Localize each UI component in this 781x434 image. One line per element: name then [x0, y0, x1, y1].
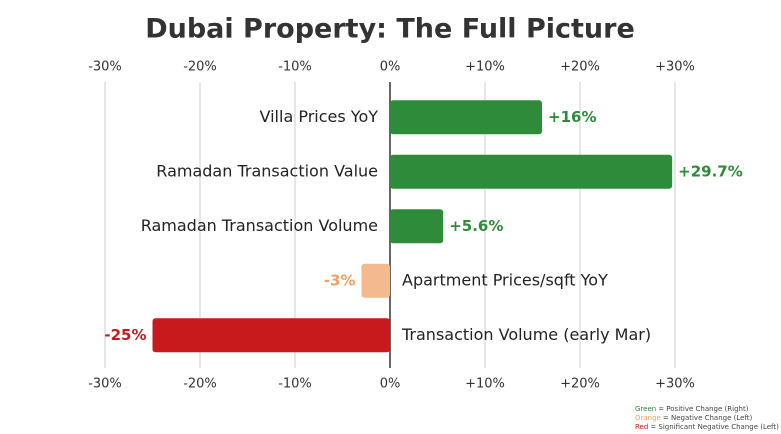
bar [390, 100, 542, 135]
category-label: Ramadan Transaction Value [156, 161, 378, 180]
x-tick-label-top: -30% [88, 60, 122, 75]
x-tick-label-bottom: -10% [278, 377, 312, 392]
legend-entry: Green = Positive Change (Right) [635, 405, 749, 413]
value-label: -3% [324, 271, 356, 289]
x-tick-label-top: +20% [560, 60, 600, 75]
category-label: Transaction Volume (early Mar) [401, 325, 651, 344]
legend-entry: Orange = Negative Change (Left) [635, 414, 753, 422]
x-tick-label-bottom: +30% [655, 377, 695, 392]
category-label: Apartment Prices/sqft YoY [402, 270, 608, 289]
value-label: +16% [548, 108, 596, 126]
x-tick-label-bottom: -30% [88, 377, 122, 392]
bar [361, 263, 390, 298]
x-tick-label-bottom: +10% [465, 377, 505, 392]
legend-entry: Red = Significant Negative Change (Left) [635, 423, 779, 431]
legend-color-name: Green [635, 405, 656, 413]
legend-description: = Negative Change (Left) [663, 414, 753, 422]
x-tick-label-top: +30% [655, 60, 695, 75]
x-tick-label-top: +10% [465, 60, 505, 75]
x-tick-label-bottom: -20% [183, 377, 217, 392]
category-label: Ramadan Transaction Volume [141, 216, 378, 235]
bar [390, 154, 673, 189]
x-tick-label-top: -20% [183, 60, 217, 75]
value-label: +29.7% [678, 162, 743, 180]
x-tick-label-bottom: +20% [560, 377, 600, 392]
chart-title: Dubai Property: The Full Picture [145, 14, 635, 45]
bar [390, 209, 444, 244]
bar [152, 318, 390, 353]
legend-color-name: Orange [635, 414, 661, 422]
value-label: +5.6% [449, 217, 503, 235]
category-label: Villa Prices YoY [260, 107, 379, 126]
x-tick-label-top: -10% [278, 60, 312, 75]
x-tick-label-bottom: 0% [380, 377, 401, 392]
value-label: -25% [104, 326, 146, 344]
legend-color-name: Red [635, 423, 648, 431]
x-tick-label-top: 0% [380, 60, 401, 75]
legend-description: = Positive Change (Right) [658, 405, 748, 413]
legend-description: = Significant Negative Change (Left) [650, 423, 779, 431]
